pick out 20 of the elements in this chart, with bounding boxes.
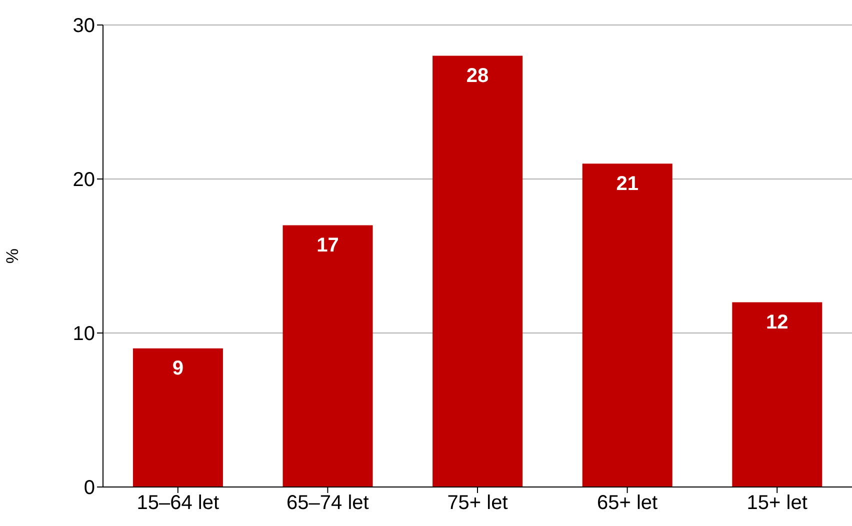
data-label: 17 [316,234,339,256]
bar [732,302,822,487]
data-label: 21 [616,172,638,195]
y-tick-label: 30 [72,15,95,38]
data-label: 28 [466,65,489,87]
x-tick-label: 75+ let [447,492,508,514]
data-label: 12 [766,311,788,334]
bar [432,56,523,487]
y-axis-title: % [3,248,22,264]
x-tick-label: 65+ let [596,492,658,514]
y-tick-label: 0 [84,477,95,500]
y-tick-label: 20 [72,169,95,192]
bar [132,348,223,487]
x-tick-label: 15+ let [746,492,808,514]
bar [582,164,672,487]
bar [282,225,373,487]
x-tick-label: 65–74 let [286,492,370,514]
x-tick-label: 15–64 let [136,492,220,514]
y-tick-label: 10 [72,323,95,346]
data-label: 9 [172,358,184,380]
